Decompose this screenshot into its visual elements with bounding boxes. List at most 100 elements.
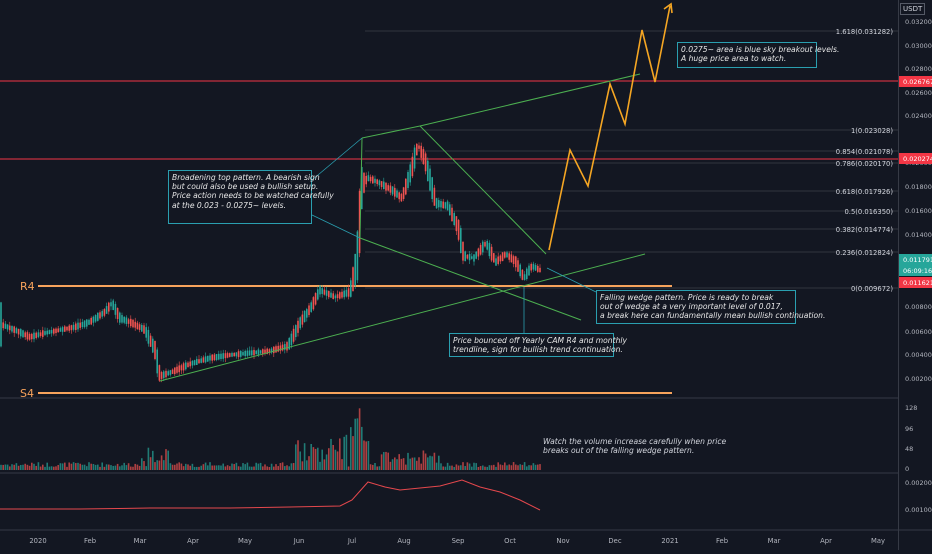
- volume-bar: [72, 462, 75, 470]
- volume-bar: [365, 441, 367, 470]
- volume-bar: [138, 465, 141, 470]
- candle-body: [325, 290, 328, 296]
- candle-body: [220, 353, 222, 359]
- trendline: [419, 73, 641, 127]
- volume-bar: [204, 462, 207, 470]
- volume-bar: [275, 464, 277, 470]
- volume-bar: [328, 448, 330, 470]
- volume-bar: [42, 464, 44, 470]
- volume-bar: [416, 460, 418, 470]
- volume-bar: [314, 448, 317, 470]
- volume-bar: [288, 466, 290, 470]
- volume-bar: [418, 457, 420, 470]
- volume-bar: [79, 463, 81, 470]
- candle-body: [290, 333, 293, 346]
- candle-body: [15, 328, 18, 334]
- volume-bar: [380, 454, 383, 470]
- bounce-note[interactable]: Price bounced off Yearly CAM R4 and mont…: [449, 333, 627, 357]
- volume-bar: [433, 452, 436, 470]
- volume-bar: [460, 465, 462, 470]
- volume-bar: [220, 465, 222, 470]
- volume-bar: [198, 466, 200, 470]
- volume-bar: [332, 444, 334, 470]
- fib-level-label: 0.786(0.020170): [836, 160, 894, 168]
- volume-bar: [277, 466, 279, 470]
- volume-bar: [427, 457, 429, 470]
- volume-bar: [127, 463, 130, 470]
- candle-body: [306, 309, 308, 318]
- volume-bar: [165, 449, 167, 470]
- currency-badge[interactable]: USDT: [900, 3, 926, 15]
- candle-body: [88, 319, 90, 325]
- candle-body: [198, 359, 200, 364]
- candle-body: [442, 201, 444, 209]
- volume-bar: [50, 466, 53, 470]
- price-tag-label: 06:09:16: [903, 267, 932, 275]
- volume-bar: [471, 466, 473, 470]
- candle-body: [534, 265, 537, 271]
- fib-level-label: 1.618(0.031282): [836, 28, 894, 36]
- volume-bar: [321, 449, 323, 470]
- candle-body: [231, 352, 233, 357]
- blue-sky-note[interactable]: 0.0275~ area is blue sky breakout levels…: [677, 42, 839, 68]
- volume-bar: [515, 464, 517, 470]
- candle-body: [365, 175, 367, 185]
- time-axis-label: Nov: [556, 537, 569, 545]
- candle-body: [292, 328, 295, 342]
- candle-body: [226, 353, 229, 358]
- price-tag: [899, 153, 932, 164]
- candle-body: [336, 294, 339, 299]
- volume-bar: [134, 463, 136, 470]
- candle-body: [332, 293, 334, 299]
- candle-body: [55, 328, 57, 334]
- candle-body: [253, 349, 255, 356]
- candle-body: [270, 348, 273, 353]
- falling-wedge-note[interactable]: Falling wedge pattern. Price is ready to…: [596, 290, 825, 324]
- volume-bar: [532, 463, 535, 470]
- volume-bar: [174, 464, 176, 470]
- volume-bar: [319, 461, 321, 470]
- candle-body: [242, 352, 244, 356]
- trendline: [359, 237, 582, 321]
- volume-bar: [521, 464, 524, 470]
- candle-body: [160, 372, 163, 379]
- candle-body: [416, 143, 418, 156]
- volume-bar: [292, 463, 295, 470]
- candle-body: [154, 341, 156, 359]
- candle-body: [53, 328, 55, 334]
- candle-body: [174, 367, 176, 375]
- volume-bar: [279, 463, 282, 470]
- broadening-top-note[interactable]: Broadening top pattern. A bearish sign b…: [168, 170, 334, 224]
- candle-body: [209, 355, 211, 361]
- candle-body: [79, 322, 81, 328]
- candle-body: [86, 319, 88, 327]
- candle-body: [6, 324, 9, 330]
- volume-bar: [97, 464, 99, 470]
- candle-body: [376, 179, 378, 184]
- volume-bar: [246, 462, 249, 470]
- volume-bar: [61, 463, 64, 470]
- candle-body: [37, 332, 40, 338]
- volume-bar: [211, 465, 213, 470]
- candle-body: [460, 228, 462, 253]
- volume-bar: [112, 465, 114, 470]
- trendline: [419, 125, 547, 255]
- candle-body: [310, 302, 312, 312]
- candle-body: [519, 264, 521, 277]
- candle-body: [257, 349, 260, 355]
- candle-body: [35, 332, 37, 339]
- candle-body: [473, 254, 475, 262]
- candle-body: [409, 164, 411, 183]
- candle-body: [130, 318, 132, 327]
- volume-bar: [132, 466, 134, 470]
- candle-body: [77, 322, 79, 330]
- fib-level-label: 1(0.023028): [851, 127, 893, 135]
- candle-body: [26, 332, 29, 340]
- volume-bar: [180, 463, 183, 470]
- volume-bar: [402, 458, 405, 470]
